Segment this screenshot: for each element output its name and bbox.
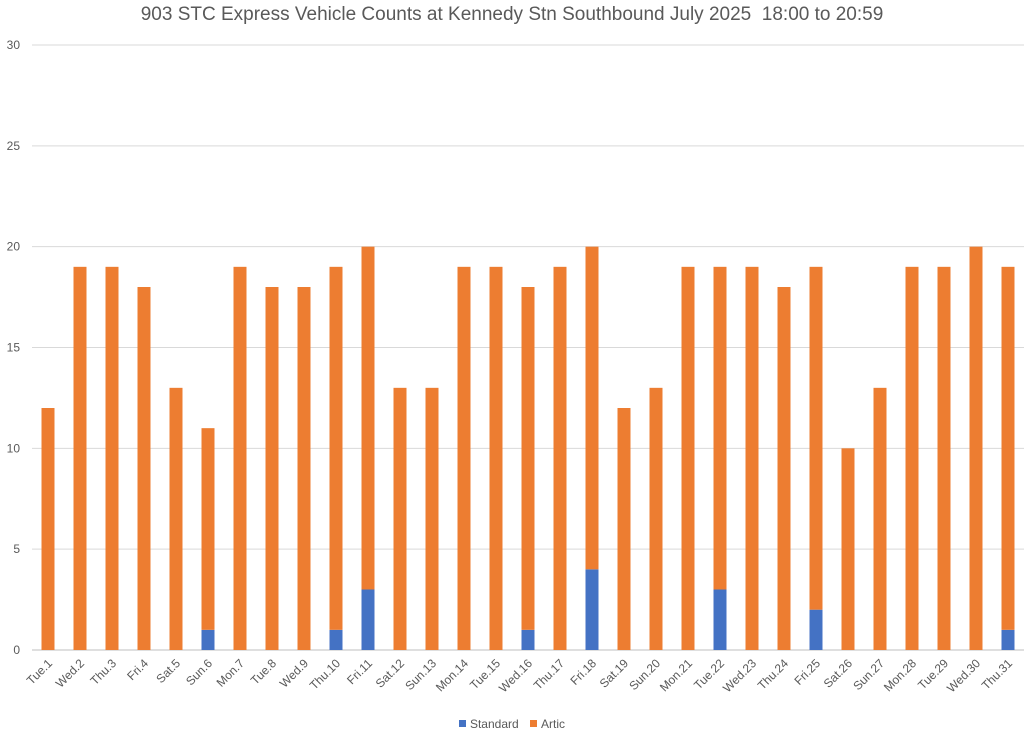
bar-artic (1001, 266, 1015, 630)
x-tick-label: Thu.24 (755, 656, 792, 693)
bar-artic (425, 387, 439, 650)
y-tick-label: 30 (7, 38, 21, 52)
bar-standard (201, 629, 215, 650)
x-tick-label: Wed.2 (53, 656, 88, 691)
bar-artic (201, 428, 215, 630)
bar-artic (233, 266, 247, 650)
legend-swatch-standard (458, 720, 466, 728)
bar-standard (329, 629, 343, 650)
x-tick-label: Tue.1 (24, 656, 56, 688)
bar-standard (521, 629, 535, 650)
bar-artic (777, 287, 791, 650)
y-tick-label: 10 (7, 441, 21, 455)
bar-artic (361, 246, 375, 590)
legend-swatch-artic (530, 720, 538, 728)
x-tick-label: Fri.25 (792, 656, 824, 688)
bar-artic (745, 266, 759, 650)
bar-artic (841, 448, 855, 650)
bar-artic (969, 246, 983, 650)
bar-artic (265, 287, 279, 650)
bar-artic (457, 266, 471, 650)
x-tick-label: Wed.9 (277, 656, 312, 691)
x-tick-label: Fri.18 (568, 656, 600, 688)
x-tick-label: Sun.27 (850, 656, 887, 693)
x-tick-label: Mon.21 (657, 656, 695, 694)
y-tick-label: 0 (13, 643, 20, 657)
bar-artic (873, 387, 887, 650)
bar-artic (649, 387, 663, 650)
x-tick-label: Sun.20 (626, 656, 663, 693)
legend-label-standard: Standard (469, 716, 519, 731)
x-tick-label: Mon.7 (214, 656, 248, 690)
bar-standard (713, 589, 727, 650)
x-tick-label: Thu.3 (88, 656, 120, 688)
legend: Standard Artic (0, 716, 1024, 731)
x-tick-label: Mon.28 (881, 656, 919, 694)
bar-artic (937, 266, 951, 650)
bar-artic (489, 266, 503, 650)
x-tick-label: Fri.4 (124, 656, 151, 683)
x-tick-label: Sun.13 (402, 656, 439, 693)
bar-artic (105, 266, 119, 650)
bar-artic (617, 408, 631, 650)
x-tick-label: Wed.23 (720, 656, 759, 695)
y-tick-label: 5 (13, 542, 20, 556)
y-axis-ticks: 0 5 10 15 20 25 30 (7, 38, 21, 657)
bar-artic (329, 266, 343, 630)
legend-item-standard: Standard (458, 716, 519, 731)
y-tick-label: 20 (7, 240, 21, 254)
bar-artic (297, 287, 311, 650)
x-tick-label: Thu.10 (307, 656, 344, 693)
bar-artic (809, 266, 823, 610)
bar-artic (41, 408, 55, 650)
x-tick-label: Sat.26 (821, 656, 856, 691)
bar-artic (713, 266, 727, 590)
x-tick-label: Sat.5 (153, 656, 183, 686)
bar-standard (1001, 629, 1015, 650)
bar-artic (73, 266, 87, 650)
chart-title: 903 STC Express Vehicle Counts at Kenned… (140, 4, 884, 25)
x-tick-label: Wed.30 (944, 656, 983, 695)
bar-artic (393, 387, 407, 650)
legend-item-artic: Artic (530, 716, 565, 731)
bars (41, 246, 1015, 650)
bar-artic (169, 387, 183, 650)
bar-artic (553, 266, 567, 650)
bar-artic (137, 287, 151, 650)
bar-artic (681, 266, 695, 650)
bar-standard (361, 589, 375, 650)
x-tick-label: Thu.17 (531, 656, 568, 693)
bar-standard (585, 569, 599, 650)
bar-standard (809, 609, 823, 650)
x-tick-label: Sun.6 (183, 656, 215, 688)
bar-artic (585, 246, 599, 570)
x-tick-label: Sat.19 (597, 656, 632, 691)
bar-artic (521, 287, 535, 630)
x-tick-label: Sat.12 (373, 656, 408, 691)
x-tick-label: Fri.11 (344, 656, 375, 687)
x-tick-label: Mon.14 (433, 656, 471, 694)
x-tick-label: Thu.31 (979, 656, 1016, 693)
y-tick-label: 25 (7, 139, 21, 153)
bar-artic (905, 266, 919, 650)
y-tick-label: 15 (7, 341, 21, 355)
x-tick-label: Tue.8 (248, 656, 280, 688)
x-tick-label: Wed.16 (496, 656, 535, 695)
legend-label-artic: Artic (541, 716, 566, 731)
